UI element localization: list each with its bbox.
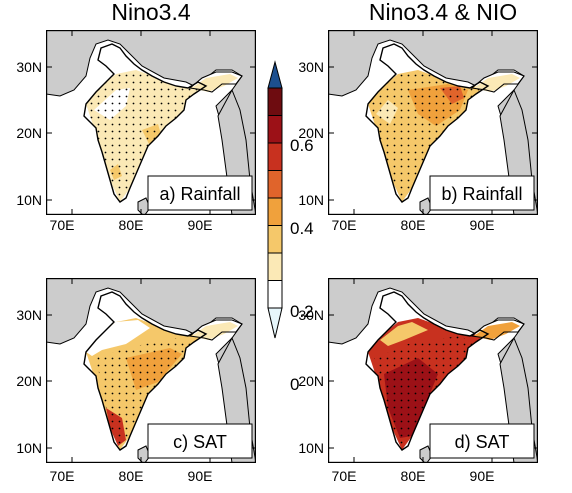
map-panel-b: b) Rainfall [328,30,538,215]
lon-label-70e-a: 70E [49,217,75,233]
lon-label-90e-b: 90E [469,217,495,233]
lat-label-10n-a: 10N [16,192,42,208]
colorbar-label-0-6: 0.6 [290,136,314,155]
northeast-boundary [188,71,243,93]
india-coastline [83,43,208,203]
lat-label-20n-a: 20N [16,125,42,141]
lon-label-80e-c: 80E [118,468,144,484]
panel-label-box [147,175,253,211]
lat-label-20n-c: 20N [16,373,42,389]
colorbar-segment [267,225,283,254]
lon-label-90e-a: 90E [187,217,213,233]
panel-label: d) SAT [455,432,510,452]
map-panel-a: a) Rainfall [46,30,256,215]
lat-label-30n-d: 30N [298,307,324,323]
colorbar-segment [267,280,283,309]
colorbar-segment [267,115,283,144]
significance-stippling [96,338,194,450]
colorbar-label-0-2: 0.2 [290,302,314,321]
lon-label-90e-d: 90E [469,468,495,484]
column-title-left: Nino3.4 [111,0,191,25]
lon-label-80e-b: 80E [400,217,426,233]
map-panel-c: c) SAT [46,278,256,463]
lat-label-20n-d: 20N [298,373,324,389]
colorbar-segment [267,252,283,281]
india-coastline [83,291,208,451]
colorbar-segment [267,142,283,171]
lat-label-10n-d: 10N [298,440,324,456]
lon-label-70e-b: 70E [331,217,357,233]
northeast-boundary [188,319,243,341]
significance-stippling [86,70,206,202]
northeast-boundary [470,319,525,341]
colorbar-segment [267,170,283,199]
panel-label: a) Rainfall [159,184,240,204]
panel-frame [46,30,256,215]
colorbar-svg [267,60,283,339]
lon-label-90e-c: 90E [187,468,213,484]
panel-label-box [147,423,253,459]
panel-label-box [429,423,535,459]
lat-label-30n-c: 30N [16,307,42,323]
india-coastline [365,43,490,203]
lat-label-20n-b: 20N [298,125,324,141]
correlation-contour [380,322,428,346]
lat-label-10n-c: 10N [16,440,42,456]
panel-frame [46,278,256,463]
india-coastline [365,291,490,451]
correlation-contour [86,320,150,356]
panel-frame [328,278,538,463]
northeast-boundary [470,71,525,93]
colorbar-segment [267,87,283,116]
panel-label-box [429,175,535,211]
lat-label-30n-a: 30N [16,59,42,75]
colorbar: 0.6 0.4 0.2 0 [266,60,326,405]
panel-label: b) Rainfall [441,184,522,204]
panel-frame [328,30,538,215]
significance-stippling [368,70,488,202]
lon-label-70e-c: 70E [49,468,75,484]
colorbar-top-arrow [267,60,283,89]
colorbar-bottom-arrow [267,307,283,339]
panel-label: c) SAT [173,432,227,452]
lon-label-70e-d: 70E [331,468,357,484]
map-panel-d: d) SAT [328,278,538,463]
map-b-svg: b) Rainfall [328,30,538,215]
lat-label-30n-b: 30N [298,59,324,75]
map-d-svg: d) SAT [328,278,538,463]
lat-label-10n-b: 10N [298,192,324,208]
lon-label-80e-d: 80E [400,468,426,484]
significance-stippling [374,336,476,450]
lon-label-80e-a: 80E [118,217,144,233]
map-c-svg: c) SAT [46,278,256,463]
map-a-svg: a) Rainfall [46,30,256,215]
colorbar-label-0-4: 0.4 [290,219,314,238]
column-title-right: Nino3.4 & NIO [368,0,518,25]
colorbar-segment [267,197,283,226]
colorbar-label-0: 0 [290,375,300,394]
